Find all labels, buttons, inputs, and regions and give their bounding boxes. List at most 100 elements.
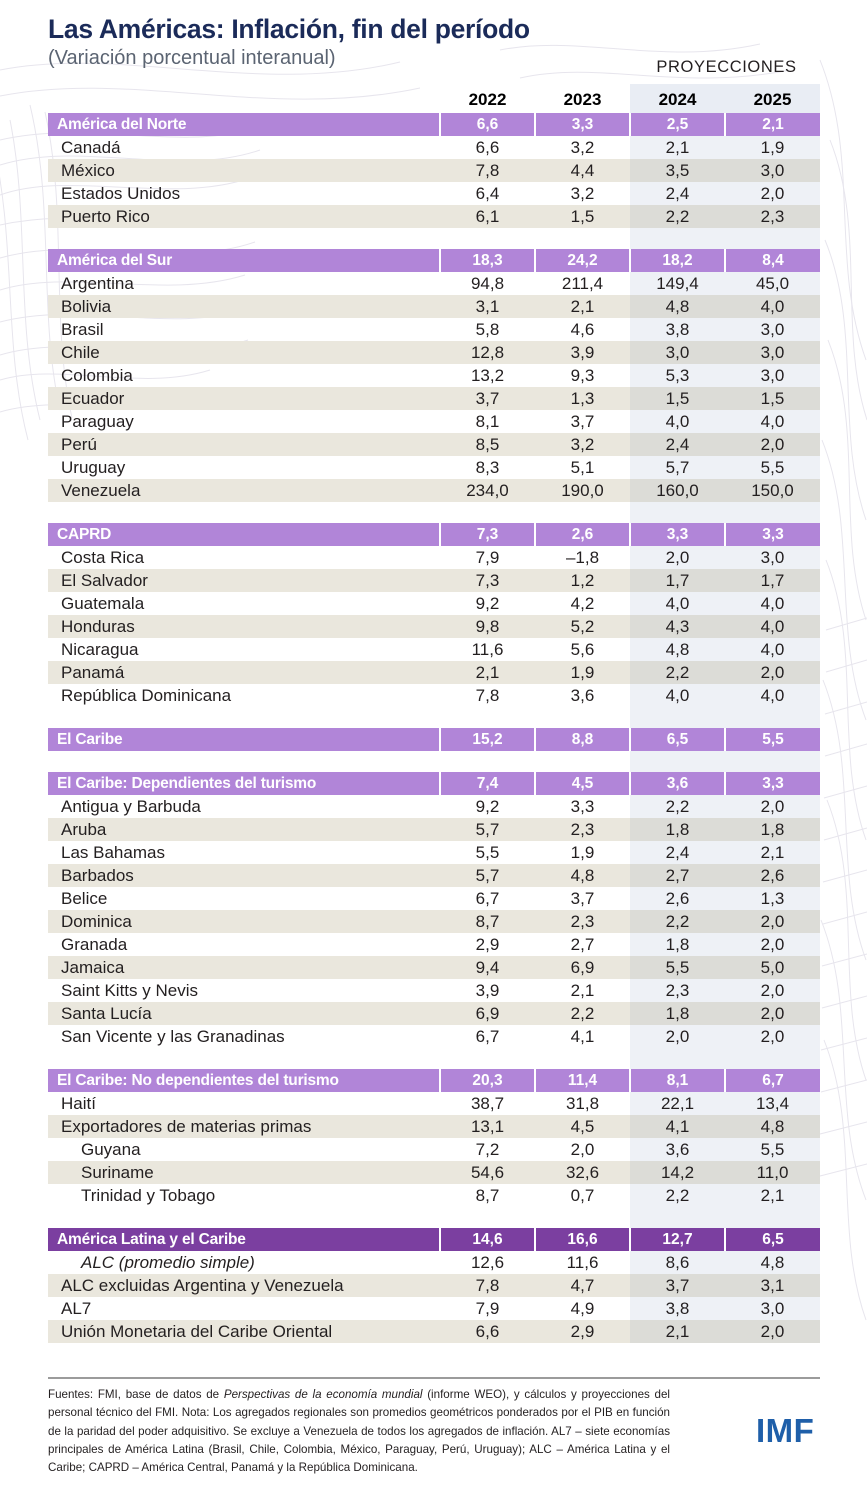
row-value-2024: 2,2 xyxy=(630,795,725,818)
table-spacer-row xyxy=(48,1207,820,1228)
column-header-2024: 2024 xyxy=(630,84,725,113)
row-value-2025: 2,0 xyxy=(725,1025,820,1048)
row-value-2022: 7,9 xyxy=(475,1298,500,1318)
row-value-2024: 2,7 xyxy=(630,864,725,887)
table-row: Canadá 6,6 3,2 2,1 1,9 xyxy=(48,136,820,159)
row-value-2022: 6,6 xyxy=(475,137,500,157)
table-row: AL7 7,9 4,9 3,8 3,0 xyxy=(48,1297,820,1320)
row-value-2024: 2,4 xyxy=(630,841,725,864)
table-spacer-row xyxy=(48,228,820,249)
row-value-2025: 2,0 xyxy=(725,910,820,933)
spacer-cell xyxy=(48,502,440,523)
row-value-2022: 3,9 xyxy=(475,980,500,1000)
column-header-2022: 2022 xyxy=(468,90,507,109)
row-label: Uruguay xyxy=(61,457,126,477)
row-value-2025: 4,0 xyxy=(725,615,820,638)
row-value-2023: 5,1 xyxy=(570,457,595,477)
row-value-2025: 5,5 xyxy=(724,728,820,751)
row-value-2025: 3,3 xyxy=(724,523,820,546)
table-row: Puerto Rico 6,1 1,5 2,2 2,3 xyxy=(48,205,820,228)
table-section-header-row: El Caribe 15,2 8,8 6,5 5,5 xyxy=(48,728,820,751)
row-value-2022: 14,6 xyxy=(439,1228,535,1251)
row-value-2023: 2,2 xyxy=(535,1002,630,1025)
row-value-2024: 1,7 xyxy=(630,569,725,592)
spacer-cell xyxy=(48,1048,440,1069)
row-value-2025: 6,5 xyxy=(724,1228,820,1251)
row-value-2023: 211,4 xyxy=(561,273,604,293)
row-value-2025: 3,0 xyxy=(725,341,820,364)
row-value-2024: 2,1 xyxy=(630,136,725,159)
spacer-cell xyxy=(630,1207,725,1228)
row-value-2024: 8,6 xyxy=(630,1251,725,1274)
table-row: Suriname 54,6 32,6 14,2 11,0 xyxy=(48,1161,820,1184)
row-label: Ecuador xyxy=(48,387,440,410)
row-value-2024: 3,6 xyxy=(630,1138,725,1161)
row-value-2025: 11,0 xyxy=(725,1161,820,1184)
table-row: Brasil 5,8 4,6 3,8 3,0 xyxy=(48,318,820,341)
row-value-2022: 12,8 xyxy=(440,341,535,364)
row-label: Antigua y Barbuda xyxy=(61,796,201,816)
row-value-2023: 24,2 xyxy=(534,249,630,272)
row-value-2025: 1,5 xyxy=(725,387,820,410)
table-row: Venezuela 234,0 190,0 160,0 150,0 xyxy=(48,479,820,502)
row-value-2023: 11,4 xyxy=(534,1069,630,1092)
row-value-2024: 5,7 xyxy=(630,456,725,479)
row-value-2022: 9,8 xyxy=(440,615,535,638)
table-row: Barbados 5,7 4,8 2,7 2,6 xyxy=(48,864,820,887)
row-value-2023: 5,2 xyxy=(535,615,630,638)
imf-logo: IMF xyxy=(756,1412,815,1449)
row-value-2025: 13,4 xyxy=(725,1092,820,1115)
row-value-2023: 2,0 xyxy=(570,1139,595,1159)
spacer-cell xyxy=(535,751,630,772)
row-value-2025: 2,3 xyxy=(725,205,820,228)
table-section-header-row: El Caribe: Dependientes del turismo 7,4 4,… xyxy=(48,772,820,795)
row-value-2022: 5,8 xyxy=(475,319,500,339)
row-value-2024: 4,0 xyxy=(630,592,725,615)
row-value-2024: 5,3 xyxy=(630,364,725,387)
row-value-2022: 94,8 xyxy=(470,273,505,293)
row-value-2023: 2,7 xyxy=(570,934,595,954)
row-value-2023: 2,9 xyxy=(535,1320,630,1343)
row-value-2022: 6,4 xyxy=(475,183,500,203)
row-value-2025: 4,8 xyxy=(725,1251,820,1274)
row-value-2022: 13,2 xyxy=(470,365,505,385)
row-value-2023: 3,2 xyxy=(570,183,595,203)
row-value-2025: 1,8 xyxy=(725,818,820,841)
spacer-cell xyxy=(535,707,630,728)
row-label: Suriname xyxy=(48,1161,440,1184)
row-value-2022: 6,6 xyxy=(440,1320,535,1343)
row-value-2022: 6,6 xyxy=(439,113,535,136)
row-value-2022: 15,2 xyxy=(439,728,535,751)
row-value-2024: 2,3 xyxy=(630,979,725,1002)
row-value-2025: 8,4 xyxy=(724,249,820,272)
row-label: Granada xyxy=(61,934,128,954)
row-value-2023: 2,1 xyxy=(570,980,595,1000)
table-row: Aruba 5,7 2,3 1,8 1,8 xyxy=(48,818,820,841)
row-value-2023: 3,2 xyxy=(570,137,595,157)
row-value-2022: 8,7 xyxy=(475,1185,500,1205)
row-value-2022: 5,7 xyxy=(440,864,535,887)
row-label: Haití xyxy=(61,1093,96,1113)
spacer-cell xyxy=(630,707,725,728)
row-label: Perú xyxy=(48,433,440,456)
row-value-2024: 14,2 xyxy=(630,1161,725,1184)
table-row: El Salvador 7,3 1,2 1,7 1,7 xyxy=(48,569,820,592)
row-value-2023: 1,9 xyxy=(570,842,595,862)
spacer-cell xyxy=(535,1048,630,1069)
row-value-2025: 6,7 xyxy=(724,1069,820,1092)
row-value-2022: 38,7 xyxy=(470,1093,505,1113)
row-value-2025: 1,3 xyxy=(725,887,820,910)
row-value-2024: 4,1 xyxy=(630,1115,725,1138)
row-label: AL7 xyxy=(61,1298,92,1318)
row-value-2024: 2,2 xyxy=(630,205,725,228)
row-value-2022: 7,8 xyxy=(475,685,500,705)
row-value-2025: 2,1 xyxy=(725,841,820,864)
row-value-2024: 8,1 xyxy=(629,1069,725,1092)
row-value-2024: 3,8 xyxy=(630,318,725,341)
row-value-2023: 1,9 xyxy=(535,661,630,684)
spacer-cell xyxy=(48,707,440,728)
table-section-header-row: América del Sur 18,3 24,2 18,2 8,4 xyxy=(48,249,820,272)
column-header-2023: 2023 xyxy=(563,90,602,109)
row-value-2022: 11,6 xyxy=(471,639,504,659)
row-value-2023: 5,6 xyxy=(570,639,595,659)
